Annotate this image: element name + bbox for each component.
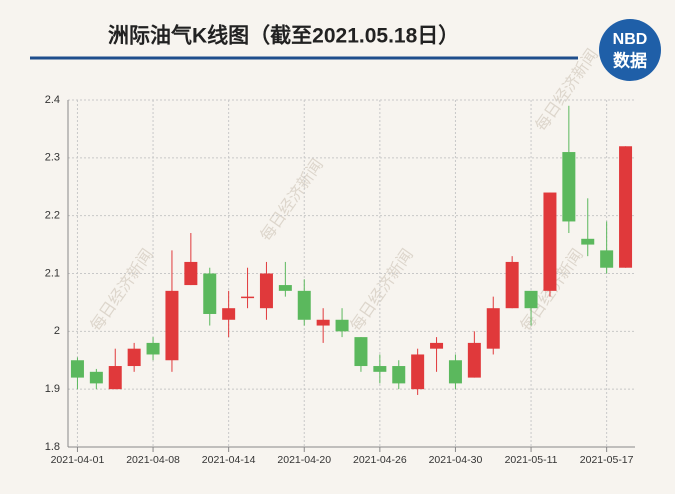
y-tick-label: 1.8 — [45, 441, 60, 453]
candle-body — [467, 342, 481, 378]
candle-body — [486, 308, 500, 349]
candle-body — [184, 261, 198, 286]
candle-body — [581, 238, 595, 245]
candle-body — [241, 296, 255, 299]
x-tick-label: 2021-04-01 — [51, 454, 105, 466]
candle-body — [146, 342, 160, 355]
candle-body — [89, 371, 103, 384]
candle-body — [108, 366, 122, 390]
x-tick-label: 2021-04-30 — [429, 454, 483, 466]
candle-body — [505, 261, 519, 309]
candle-body — [600, 250, 614, 268]
candle-body — [222, 308, 236, 320]
y-tick-label: 2.1 — [45, 267, 60, 279]
x-tick-label: 2021-04-20 — [277, 454, 331, 466]
candle-body — [203, 273, 217, 314]
candle-body — [278, 285, 292, 291]
candle-body — [543, 192, 557, 291]
candle-body — [411, 354, 425, 390]
x-tick-label: 2021-05-11 — [505, 454, 558, 466]
candle-body — [165, 290, 179, 361]
x-tick-label: 2021-05-17 — [580, 454, 634, 466]
y-tick-label: 2 — [54, 325, 60, 337]
candle-body — [392, 366, 406, 384]
candle-body — [259, 273, 273, 309]
logo — [599, 19, 661, 81]
candle-body — [524, 290, 538, 309]
candle-body — [127, 348, 141, 367]
x-tick-label: 2021-04-26 — [353, 454, 407, 466]
candle-body — [562, 152, 576, 222]
chart-title: 洲际油气K线图（截至2021.05.18日） — [108, 24, 459, 48]
y-tick-label: 1.9 — [45, 383, 60, 395]
candle-body — [448, 360, 462, 384]
candle-body — [619, 146, 633, 268]
x-tick-label: 2021-04-14 — [202, 454, 256, 466]
y-tick-label: 2.3 — [45, 152, 60, 164]
candle-body — [297, 290, 311, 320]
y-tick-label: 2.4 — [45, 94, 60, 106]
logo-bottom: 数据 — [613, 50, 647, 70]
logo-top: NBD — [613, 31, 648, 48]
candle-body — [430, 342, 444, 349]
candle-body — [335, 319, 349, 332]
x-tick-label: 2021-04-08 — [126, 454, 180, 466]
y-tick-label: 2.2 — [45, 210, 60, 222]
candle-body — [373, 366, 387, 372]
candle-body — [354, 337, 368, 367]
candle-body — [70, 360, 84, 378]
candle-body — [316, 319, 330, 326]
